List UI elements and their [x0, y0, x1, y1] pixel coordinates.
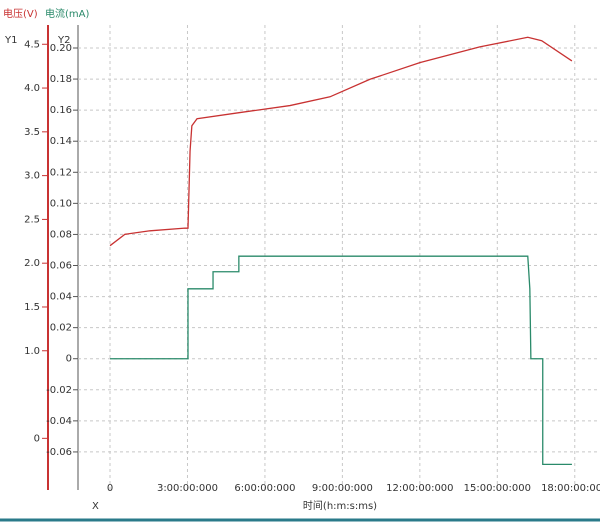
y1-tick-label: 0	[34, 433, 40, 444]
x-tick-label: 0	[107, 483, 113, 494]
y1-tick-label: 1.0	[24, 346, 40, 357]
x-tick-label: 12:00:00:000	[386, 483, 453, 494]
y2-tick-label: 0.16	[50, 105, 72, 116]
y1-label: Y1	[4, 35, 17, 46]
x-axis-title: 时间(h:m:s:ms)	[303, 499, 377, 512]
plot-area	[78, 25, 598, 490]
y2-tick-label: 0	[66, 354, 72, 365]
x-tick-label: 6:00:00:000	[234, 483, 295, 494]
y2-legend: 电流(mA)	[45, 7, 89, 20]
y2-label: Y2	[57, 35, 70, 46]
x-tick-label: 9:00:00:000	[312, 483, 373, 494]
x-tick-label: 3:00:00:000	[157, 483, 218, 494]
y1-tick-label: 3.0	[24, 171, 40, 182]
y1-tick-label: 4.5	[24, 39, 40, 50]
series-line	[110, 255, 572, 466]
y1-tick-label: 3.5	[24, 127, 40, 138]
y1-tick-label: 1.5	[24, 302, 40, 313]
y1-legend: 电压(V)	[3, 7, 38, 20]
y2-tick-label: -0.02	[46, 385, 72, 396]
y2-tick-label: 0.18	[50, 74, 72, 85]
y2-tick-label: 0.20	[50, 43, 72, 54]
x-axis-name: X	[92, 501, 99, 512]
x-tick-label: 15:00:00:000	[464, 483, 531, 494]
y1-tick-label: 4.0	[24, 83, 40, 94]
y2-tick-label: 0.10	[50, 198, 72, 209]
y2-tick-label: 0.14	[50, 136, 72, 147]
y2-tick-label: 0.04	[50, 292, 72, 303]
y1-tick-label: 2.0	[24, 258, 40, 269]
y2-tick-label: -0.06	[46, 447, 72, 458]
y2-tick-label: 0.08	[50, 229, 72, 240]
y2-tick-label: -0.04	[46, 416, 72, 427]
x-tick-label: 18:00:00:000	[541, 483, 600, 494]
y2-tick-label: 0.06	[50, 261, 72, 272]
series-line	[109, 36, 573, 247]
y1-tick-label: 2.5	[24, 214, 40, 225]
y2-tick-label: 0.02	[50, 323, 72, 334]
y2-tick-label: 0.12	[50, 167, 72, 178]
